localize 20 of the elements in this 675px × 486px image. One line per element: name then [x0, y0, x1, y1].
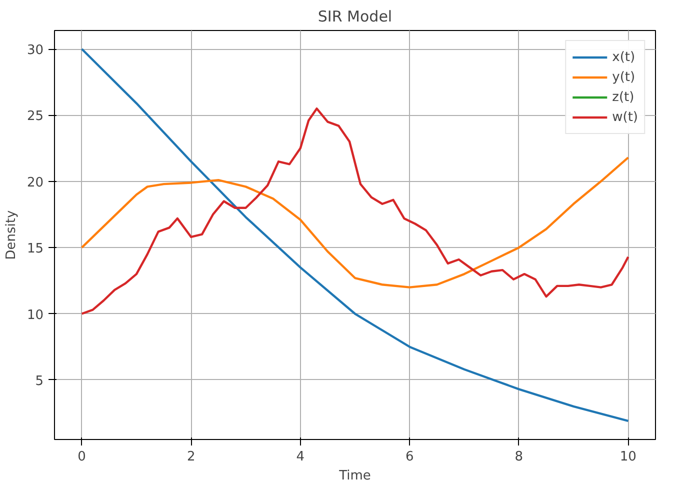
y-tick-label: 5: [35, 374, 44, 389]
y-tick-label: 15: [26, 242, 44, 257]
x-tick-label: 8: [514, 450, 524, 464]
legend-label: y(t): [612, 70, 636, 84]
y-tick-label: 10: [26, 308, 44, 323]
y-tick-label: 30: [26, 43, 44, 58]
x-tick-label: 4: [296, 450, 305, 464]
line-series: [80, 156, 630, 288]
x-tick-label: 0: [78, 450, 86, 464]
y-tick-label: 20: [26, 175, 44, 190]
legend-label: w(t): [612, 110, 638, 124]
x-tick-label: 6: [406, 450, 414, 464]
y-tick-label: 25: [26, 109, 44, 124]
x-axis-title: Time: [338, 468, 371, 484]
legend-label: z(t): [612, 90, 634, 104]
chart-title: SIR Model: [318, 8, 392, 26]
legend-label: x(t): [612, 50, 636, 64]
y-axis-title: Density: [4, 210, 19, 260]
x-tick-label: 10: [620, 450, 636, 464]
x-tick-label: 2: [186, 450, 196, 464]
